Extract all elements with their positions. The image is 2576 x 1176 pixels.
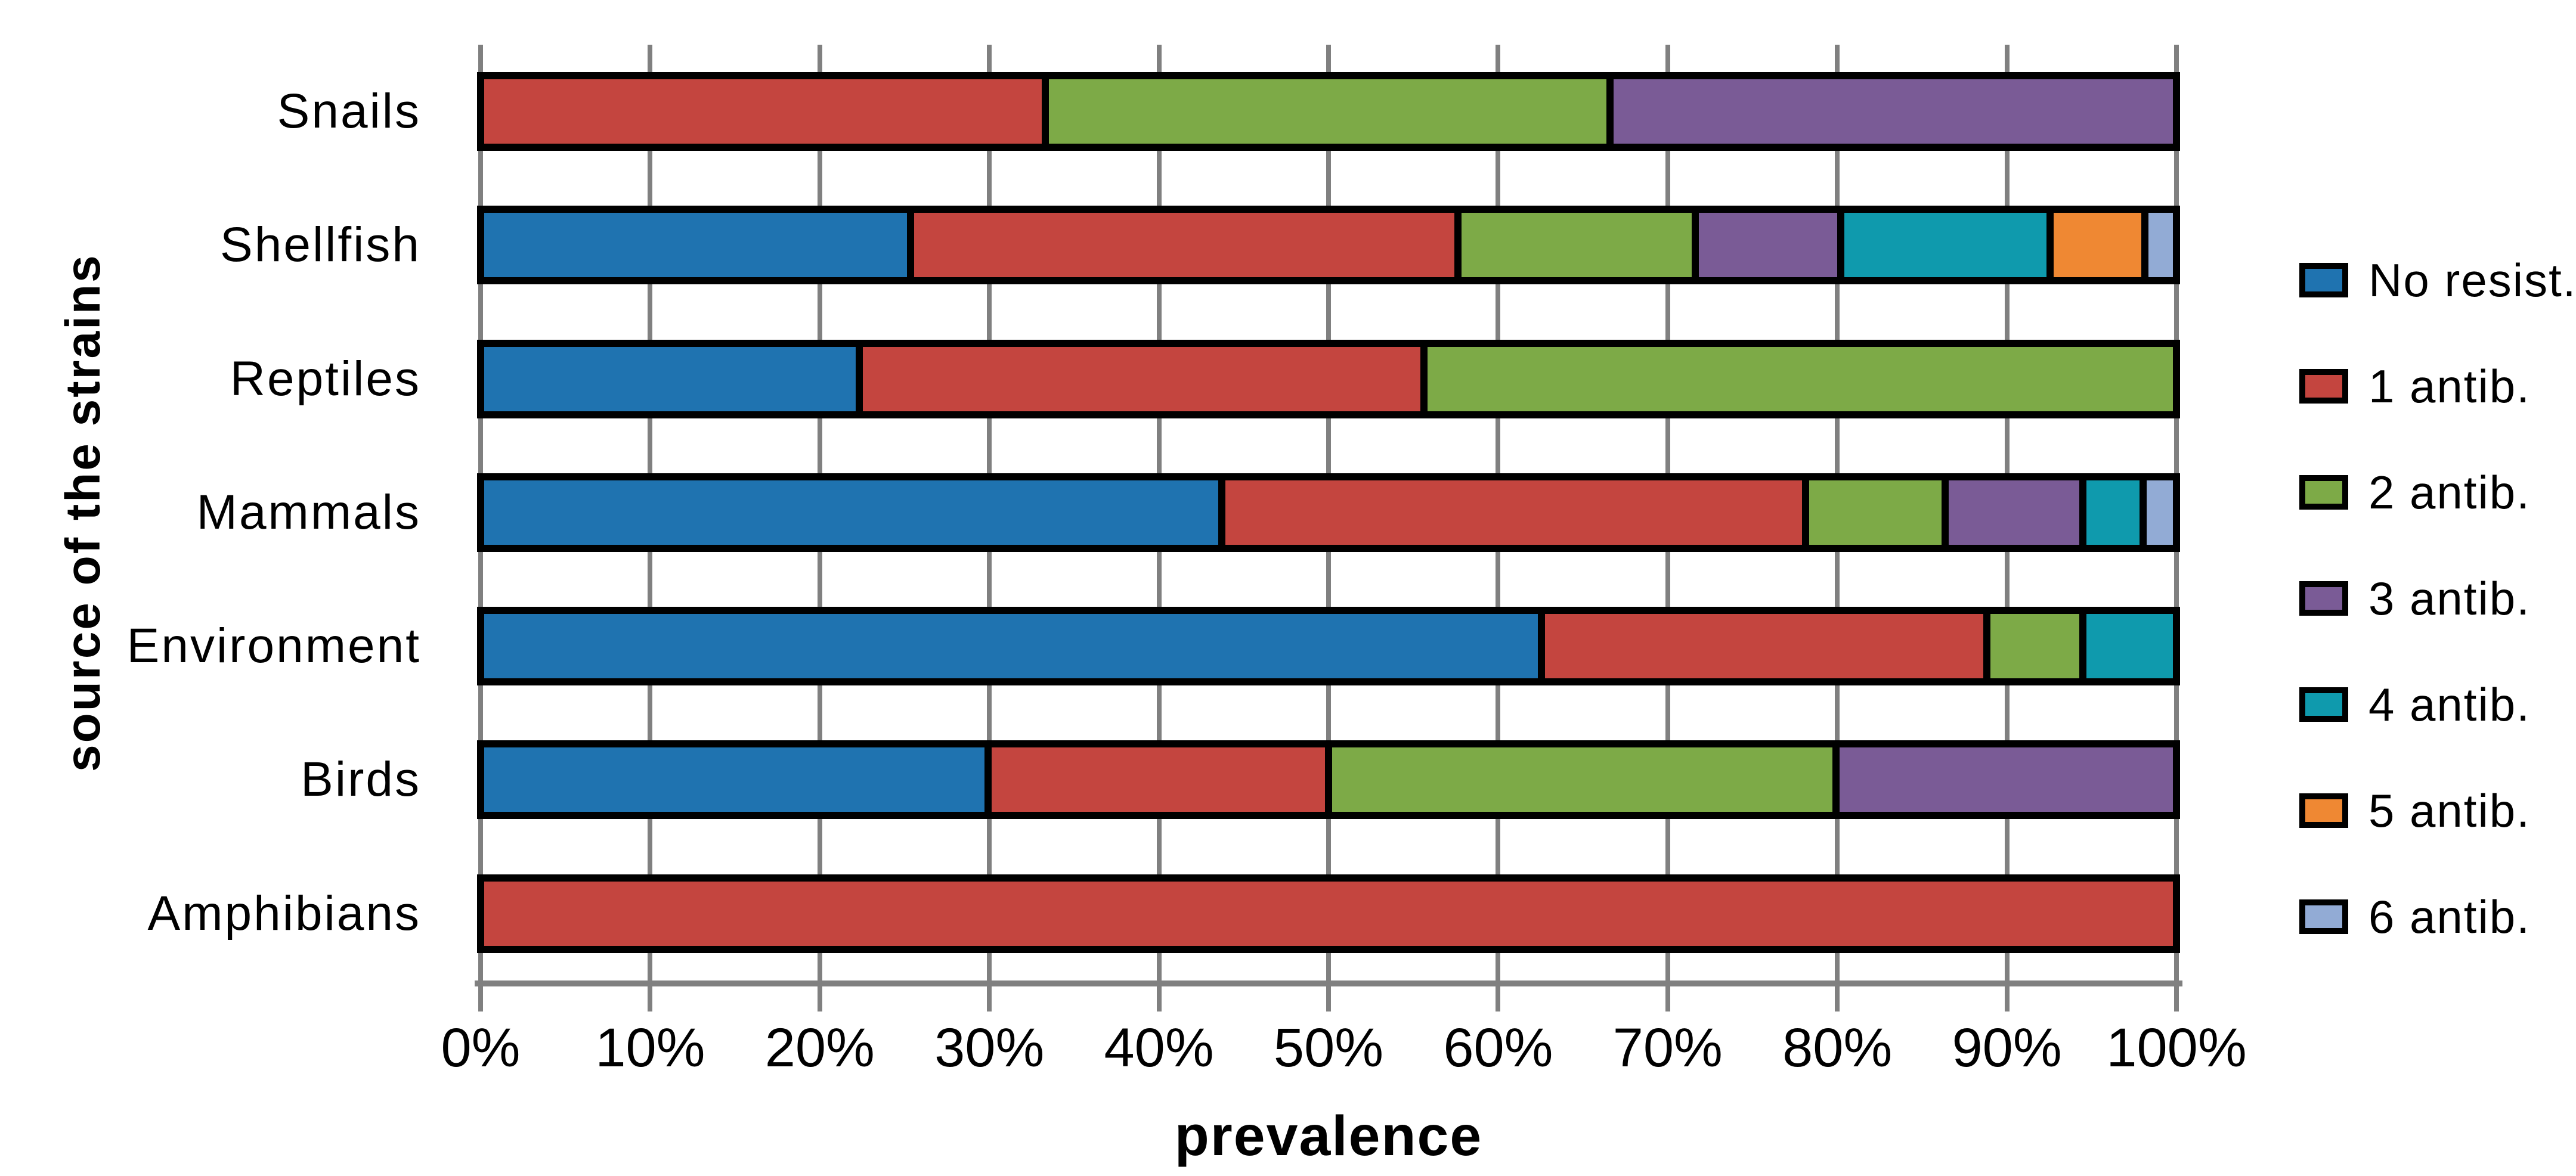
legend-swatch-icon: [2299, 369, 2348, 404]
x-axis-tick-20%: [817, 986, 822, 1011]
bar-row-shellfish: [477, 206, 2180, 285]
legend-label: No resist.: [2368, 253, 2576, 306]
legend-label: 4 antib.: [2368, 678, 2531, 731]
x-axis-line: [475, 980, 2182, 986]
category-label-environment: Environment: [126, 619, 421, 674]
legend-item-no-resist: No resist.: [2299, 227, 2576, 333]
x-axis-tick-70%: [1665, 986, 1670, 1011]
x-axis-tick-30%: [987, 986, 992, 1011]
x-tick-label-20%: 20%: [764, 1017, 875, 1078]
bar-row-amphibians: [477, 874, 2180, 953]
x-axis-tick-0%: [478, 986, 483, 1011]
legend-label: 3 antib.: [2368, 572, 2531, 625]
x-axis-tick-80%: [1835, 986, 1840, 1011]
category-label-birds: Birds: [301, 752, 421, 807]
legend-label: 6 antib.: [2368, 890, 2531, 943]
x-axis-tick-60%: [1496, 986, 1501, 1011]
bar-segment-amphibians-1-antib: [484, 881, 2173, 946]
legend-swatch-icon: [2299, 581, 2348, 616]
bar-segment-environment-4-antib: [2086, 614, 2173, 679]
bar-row-mammals: [477, 473, 2180, 552]
bar-segment-snails-3-antib: [1614, 79, 2173, 144]
bar-segment-shellfish-2-antib: [1461, 213, 1699, 278]
bar-segment-mammals-no-resist: [484, 480, 1225, 545]
category-label-shellfish: Shellfish: [220, 218, 421, 272]
x-axis-tick-100%: [2174, 986, 2179, 1011]
bar-segment-reptiles-no-resist: [484, 346, 863, 411]
legend-item-6-antib: 6 antib.: [2299, 864, 2531, 970]
legend-item-1-antib: 1 antib.: [2299, 333, 2531, 439]
x-tick-label-30%: 30%: [934, 1017, 1045, 1078]
legend-label: 5 antib.: [2368, 784, 2531, 837]
legend-swatch-icon: [2299, 263, 2348, 297]
bar-segment-mammals-3-antib: [1948, 480, 2086, 545]
x-tick-label-10%: 10%: [595, 1017, 705, 1078]
category-label-snails: Snails: [277, 84, 421, 138]
bar-row-birds: [477, 740, 2180, 820]
x-tick-label-0%: 0%: [441, 1017, 521, 1078]
x-tick-label-100%: 100%: [2106, 1017, 2247, 1078]
bar-segment-birds-3-antib: [1839, 747, 2173, 812]
category-label-reptiles: Reptiles: [230, 351, 421, 406]
bar-segment-birds-2-antib: [1332, 747, 1840, 812]
bar-segment-shellfish-1-antib: [914, 213, 1462, 278]
legend-swatch-icon: [2299, 793, 2348, 828]
bar-segment-birds-1-antib: [991, 747, 1332, 812]
bar-segment-environment-no-resist: [484, 614, 1546, 679]
x-tick-label-70%: 70%: [1612, 1017, 1723, 1078]
x-axis-tick-10%: [648, 986, 653, 1011]
bar-row-snails: [477, 72, 2180, 151]
x-tick-label-40%: 40%: [1104, 1017, 1214, 1078]
bar-segment-shellfish-no-resist: [484, 213, 915, 278]
x-tick-label-50%: 50%: [1273, 1017, 1384, 1078]
x-axis-tick-90%: [2004, 986, 2010, 1011]
bar-segment-snails-1-antib: [484, 79, 1049, 144]
legend-swatch-icon: [2299, 899, 2348, 934]
legend-label: 1 antib.: [2368, 359, 2531, 412]
bar-segment-shellfish-3-antib: [1699, 213, 1844, 278]
category-label-mammals: Mammals: [196, 485, 421, 539]
legend-label: 2 antib.: [2368, 466, 2531, 519]
bar-segment-reptiles-2-antib: [1428, 346, 2173, 411]
bar-segment-shellfish-6-antib: [2148, 213, 2174, 278]
bar-row-environment: [477, 607, 2180, 686]
legend-item-5-antib: 5 antib.: [2299, 758, 2531, 864]
x-tick-label-80%: 80%: [1782, 1017, 1893, 1078]
bar-segment-birds-no-resist: [484, 747, 992, 812]
x-axis-tick-40%: [1156, 986, 1162, 1011]
bar-segment-shellfish-4-antib: [1844, 213, 2054, 278]
y-axis-title: source of the strains: [56, 253, 110, 772]
bar-row-reptiles: [477, 339, 2180, 418]
legend-swatch-icon: [2299, 687, 2348, 722]
x-tick-label-90%: 90%: [1952, 1017, 2062, 1078]
legend-swatch-icon: [2299, 475, 2348, 510]
bar-segment-environment-2-antib: [1990, 614, 2086, 679]
bar-segment-shellfish-5-antib: [2054, 213, 2148, 278]
x-axis-tick-50%: [1326, 986, 1331, 1011]
legend-item-4-antib: 4 antib.: [2299, 651, 2531, 758]
legend-item-2-antib: 2 antib.: [2299, 439, 2531, 545]
bar-segment-mammals-1-antib: [1225, 480, 1810, 545]
x-tick-label-60%: 60%: [1443, 1017, 1553, 1078]
bar-segment-environment-1-antib: [1545, 614, 1991, 679]
legend-item-3-antib: 3 antib.: [2299, 545, 2531, 651]
bar-segment-mammals-2-antib: [1809, 480, 1949, 545]
category-label-amphibians: Amphibians: [147, 886, 421, 941]
x-axis-title: prevalence: [1174, 1104, 1483, 1168]
bar-segment-reptiles-1-antib: [863, 346, 1428, 411]
bar-segment-mammals-6-antib: [2146, 480, 2173, 545]
bar-segment-mammals-4-antib: [2086, 480, 2147, 545]
bar-segment-snails-2-antib: [1049, 79, 1614, 144]
